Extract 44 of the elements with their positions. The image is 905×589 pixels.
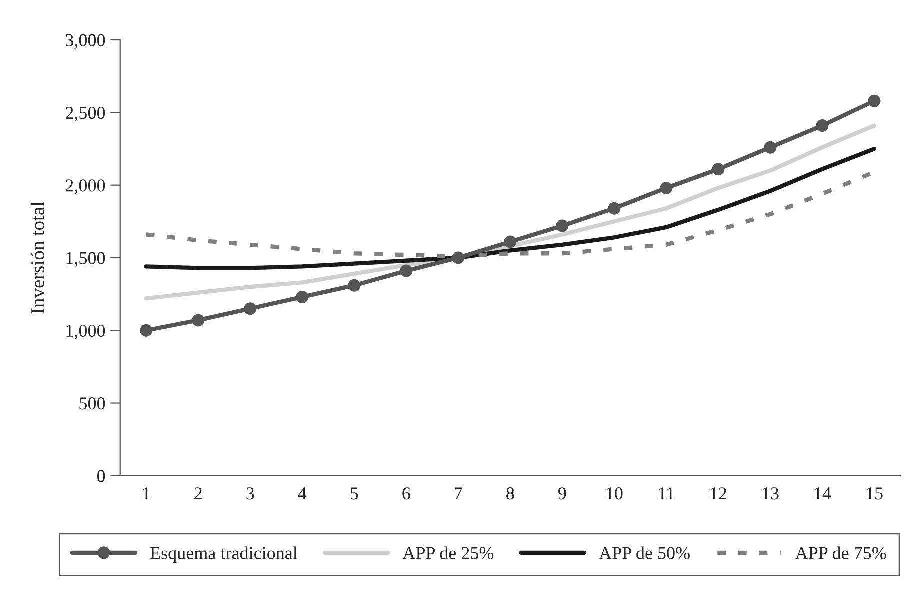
x-tick-label: 9	[558, 488, 566, 500]
point	[452, 252, 465, 264]
x-tick-label: 6	[402, 488, 410, 500]
y-tick-label: 2,500	[66, 106, 106, 122]
x-tick-label: 15	[867, 488, 883, 500]
point	[296, 290, 309, 304]
x-tick-label: 2	[194, 488, 202, 500]
x-tick-label: 3	[246, 488, 254, 500]
point	[244, 302, 257, 316]
point	[868, 94, 881, 108]
legend-label: Esquema tradicional	[150, 546, 298, 564]
x-tick-label: 8	[506, 488, 514, 500]
point	[400, 264, 413, 278]
point	[556, 220, 569, 232]
x-tick-label: 11	[659, 488, 674, 500]
legend-label: APP de 50%	[599, 546, 690, 560]
point	[608, 202, 621, 215]
point	[764, 141, 777, 154]
line-series	[144, 146, 877, 270]
x-tick-label: 13	[763, 488, 779, 500]
point	[504, 236, 517, 248]
point	[192, 314, 205, 327]
y-tick-label: 3,000	[66, 34, 106, 50]
line-series	[144, 124, 877, 301]
x-tick-label: 1	[143, 488, 150, 500]
x-tick-label: 14	[815, 488, 832, 500]
y-axis-title: Inversión total	[30, 202, 45, 314]
point	[660, 182, 673, 194]
legend-label: APP de 75%	[795, 546, 886, 560]
x-tick-label: 10	[606, 488, 623, 500]
x-tick-label: 12	[711, 488, 726, 500]
y-tick-label: 2,000	[66, 180, 106, 194]
point	[712, 163, 725, 176]
point	[140, 324, 153, 337]
y-tick-label: 1,500	[66, 252, 106, 268]
y-tick-label: 500	[80, 398, 106, 410]
y-tick-label: 1,000	[66, 324, 106, 340]
legend-label: APP de 25%	[402, 546, 494, 560]
point	[816, 120, 829, 132]
point	[348, 279, 361, 292]
x-tick-label: 7	[455, 488, 462, 500]
y-tick-label: 0	[97, 470, 106, 482]
x-tick-label: 5	[350, 488, 358, 500]
x-tick-label: 4	[298, 488, 307, 500]
